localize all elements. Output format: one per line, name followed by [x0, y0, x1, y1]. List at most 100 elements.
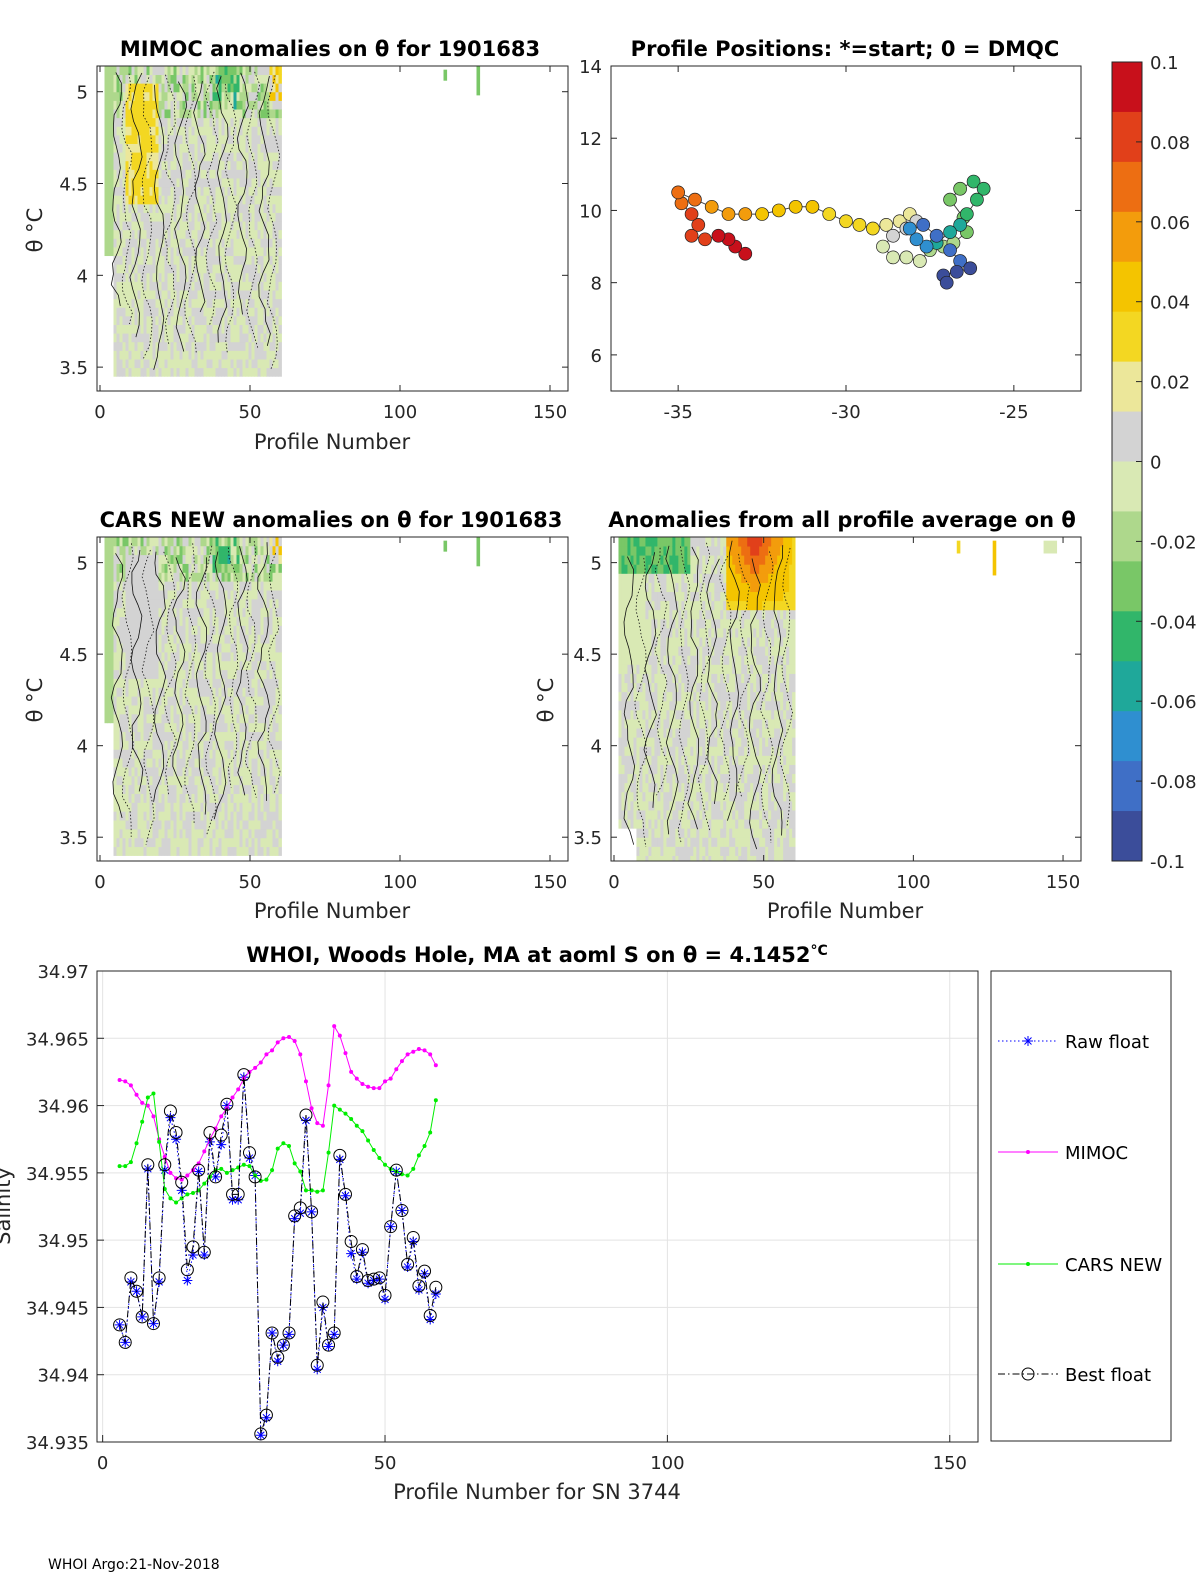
- heatmap-cell: [152, 545, 156, 556]
- heatmap-cell: [140, 212, 144, 222]
- heatmap-cell: [122, 367, 126, 377]
- heatmap-cell: [143, 545, 147, 556]
- heatmap-cell: [170, 367, 174, 377]
- heatmap-cell: [218, 186, 222, 196]
- heatmap-cell: [227, 238, 231, 248]
- heatmap-cell: [212, 143, 216, 153]
- heatmap-cell: [251, 152, 255, 162]
- heatmap-cell: [254, 359, 258, 369]
- heatmap-cell: [254, 178, 258, 188]
- heatmap-cell: [209, 160, 213, 170]
- heatmap-cell: [248, 625, 252, 635]
- heatmap-cell: [251, 590, 255, 600]
- heatmap-cell: [666, 791, 670, 802]
- heatmap-cell: [152, 669, 156, 679]
- heatmap-cell: [636, 819, 640, 829]
- heatmap-cell: [158, 126, 162, 136]
- heatmap-cell: [215, 117, 219, 127]
- heatmap-cell: [218, 731, 222, 741]
- heatmap-cell: [263, 793, 267, 803]
- heatmap-cell: [630, 673, 634, 684]
- heatmap-cell: [155, 152, 159, 162]
- heatmap-cell: [245, 74, 249, 84]
- heatmap-cell: [666, 573, 670, 583]
- heatmap-cell: [660, 810, 664, 820]
- heatmap-cell: [203, 607, 207, 618]
- heatmap-cell: [122, 793, 126, 803]
- heatmap-cell: [188, 74, 192, 84]
- heatmap-cell: [645, 582, 649, 593]
- heatmap-cell: [152, 820, 156, 830]
- heatmap-cell: [275, 678, 279, 688]
- heatmap-cell: [218, 134, 222, 144]
- heatmap-cell: [134, 598, 138, 609]
- heatmap-cell: [194, 359, 198, 369]
- heatmap-cell: [645, 682, 649, 693]
- heatmap-cell: [176, 616, 180, 626]
- heatmap-cell: [176, 598, 180, 609]
- heatmap-cell: [275, 298, 279, 308]
- heatmap-cell: [146, 350, 150, 360]
- heatmap-cell: [131, 255, 135, 265]
- heatmap-cell: [642, 719, 646, 729]
- heatmap-cell: [161, 74, 165, 84]
- mimoc-anomaly-panel: MIMOC anomalies on θ for 1901683 Profile…: [23, 37, 569, 454]
- heatmap-cell: [654, 646, 658, 656]
- heatmap-cell: [636, 664, 640, 674]
- heatmap-cell: [657, 700, 661, 711]
- heatmap-cell: [134, 74, 138, 84]
- heatmap-cell: [627, 728, 631, 738]
- heatmap-cell: [260, 563, 264, 573]
- heatmap-cell: [269, 238, 273, 248]
- heatmap-cell: [251, 784, 255, 794]
- heatmap-cell: [188, 554, 192, 564]
- heatmap-cell: [137, 272, 141, 282]
- heatmap-cell: [179, 598, 183, 609]
- heatmap-cell: [188, 678, 192, 688]
- heatmap-cell: [248, 590, 252, 600]
- heatmap-cell: [179, 713, 183, 724]
- heatmap-cell: [260, 713, 264, 724]
- heatmap-cell: [260, 828, 264, 839]
- heatmap-cell: [245, 221, 249, 231]
- heatmap-cell: [221, 784, 225, 794]
- heatmap-cell: [645, 673, 649, 684]
- heatmap-cell: [155, 634, 159, 644]
- heatmap-cell: [627, 637, 631, 647]
- heatmap-cell: [143, 238, 147, 248]
- heatmap-cell: [215, 212, 219, 222]
- heatmap-cell: [648, 728, 652, 738]
- heatmap-cell: [125, 749, 129, 759]
- heatmap-cell: [272, 837, 276, 848]
- heatmap-cell: [263, 100, 267, 110]
- heatmap-cell: [164, 100, 168, 110]
- heatmap-cell: [194, 758, 198, 768]
- heatmap-cell: [179, 846, 183, 856]
- heatmap-cell: [125, 281, 129, 291]
- heatmap-cell: [239, 837, 243, 848]
- colorbar-band: [1112, 761, 1142, 812]
- heatmap-cell: [218, 811, 222, 821]
- heatmap-cell: [113, 554, 117, 564]
- heatmap-cell: [206, 91, 210, 101]
- heatmap-cell: [236, 758, 240, 768]
- heatmap-cell: [245, 820, 249, 830]
- heatmap-cell: [191, 341, 195, 351]
- heatmap-cell: [221, 740, 225, 750]
- heatmap-cell: [134, 264, 138, 274]
- heatmap-cell: [236, 66, 240, 76]
- heatmap-cell: [176, 749, 180, 759]
- heatmap-cell: [170, 315, 174, 325]
- heatmap-cell: [122, 767, 126, 777]
- heatmap-cell: [660, 800, 664, 811]
- heatmap-cell: [206, 264, 210, 274]
- heatmap-cell: [275, 134, 279, 144]
- profile-positions-panel: Profile Positions: *=start; 0 = DMQC -35…: [579, 37, 1082, 423]
- heatmap-cell: [152, 767, 156, 777]
- heatmap-cell: [116, 722, 120, 733]
- heatmap-cell: [245, 616, 249, 626]
- heatmap-cell: [218, 359, 222, 369]
- heatmap-cell: [251, 802, 255, 812]
- heatmap-cell: [155, 696, 159, 706]
- heatmap-cell: [642, 609, 646, 620]
